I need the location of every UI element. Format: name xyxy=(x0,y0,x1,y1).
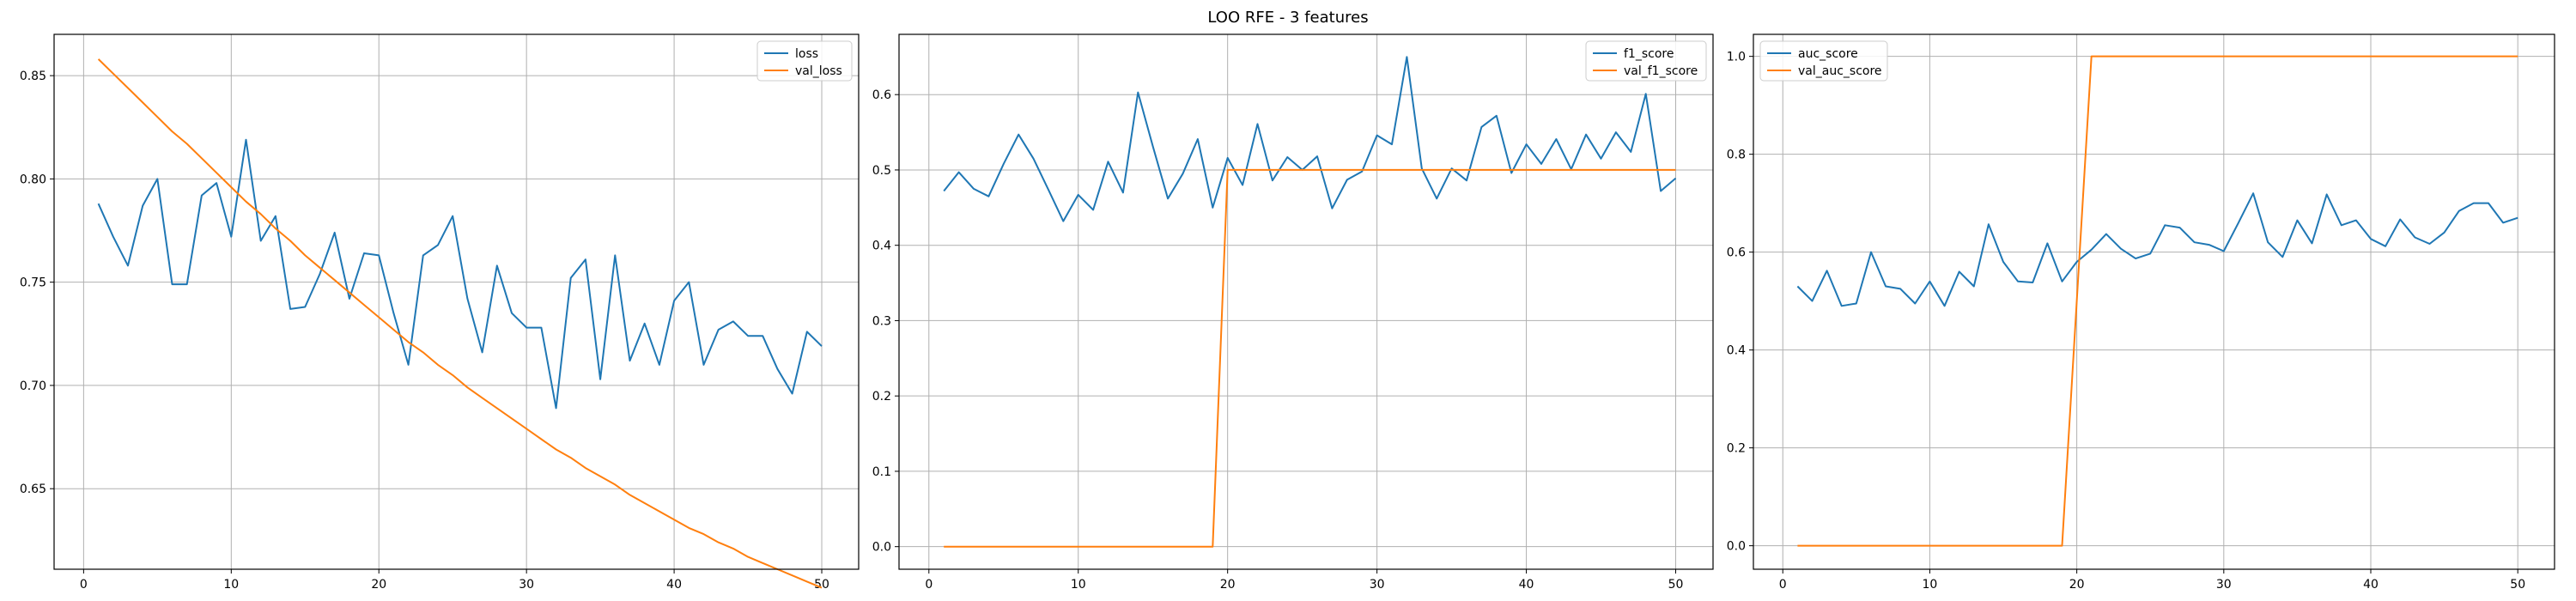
x-tick-label: 0 xyxy=(80,578,88,592)
legend-label: loss xyxy=(795,47,818,61)
y-tick-label: 0.4 xyxy=(872,240,891,253)
x-tick-label: 50 xyxy=(1668,578,1684,592)
x-tick-label: 30 xyxy=(1370,578,1385,592)
legend-box xyxy=(1759,40,1888,82)
y-tick-label: 0.5 xyxy=(872,164,891,178)
series-line-val-auc-score xyxy=(1797,55,2518,547)
x-tick-label: 10 xyxy=(1923,578,1938,592)
y-tick-label: 0.85 xyxy=(20,70,46,83)
x-tick-label: 0 xyxy=(1779,578,1787,592)
y-tick-label: 0.6 xyxy=(1727,246,1746,260)
series-line-f1-score xyxy=(943,56,1677,222)
series-line-val-loss xyxy=(97,58,823,589)
series-line-auc-score xyxy=(1796,192,2518,307)
x-tick-label: 40 xyxy=(2363,578,2379,592)
y-tick-label: 0.0 xyxy=(1727,540,1746,554)
legend-label: val_auc_score xyxy=(1798,64,1882,78)
y-tick-label: 0.0 xyxy=(872,541,891,555)
y-tick-label: 0.2 xyxy=(872,390,891,404)
y-tick-label: 0.65 xyxy=(20,483,46,496)
y-tick-label: 0.2 xyxy=(1727,442,1746,456)
x-tick-label: 40 xyxy=(666,578,682,592)
legend-label: f1_score xyxy=(1624,47,1674,61)
x-tick-label: 40 xyxy=(1519,578,1534,592)
x-tick-label: 20 xyxy=(1220,578,1236,592)
series-line-loss xyxy=(97,138,823,410)
x-tick-label: 30 xyxy=(519,578,534,592)
x-tick-label: 20 xyxy=(371,578,386,592)
y-tick-label: 0.8 xyxy=(1727,149,1746,162)
plot-frame xyxy=(1753,33,2555,570)
x-tick-label: 30 xyxy=(2216,578,2232,592)
x-tick-label: 0 xyxy=(925,578,933,592)
y-tick-label: 1.0 xyxy=(1727,51,1746,64)
y-tick-label: 0.6 xyxy=(872,88,891,102)
x-tick-label: 50 xyxy=(2510,578,2525,592)
legend-label: val_f1_score xyxy=(1624,64,1698,78)
y-tick-label: 0.80 xyxy=(20,173,46,186)
series-line-val-f1-score xyxy=(944,168,1676,548)
plot-frame xyxy=(53,33,860,570)
y-tick-label: 0.4 xyxy=(1727,344,1746,358)
x-tick-label: 10 xyxy=(1071,578,1086,592)
legend-label: auc_score xyxy=(1798,47,1858,61)
x-tick-label: 20 xyxy=(2069,578,2085,592)
legend-label: val_loss xyxy=(795,64,842,78)
y-tick-label: 0.75 xyxy=(20,276,46,290)
plot-frame xyxy=(898,33,1714,570)
x-tick-label: 10 xyxy=(223,578,239,592)
y-tick-label: 0.3 xyxy=(872,314,891,328)
figure-title: LOO RFE - 3 features xyxy=(1207,9,1369,27)
y-tick-label: 0.70 xyxy=(20,379,46,393)
y-tick-label: 0.1 xyxy=(872,465,891,479)
x-tick-label: 50 xyxy=(814,578,829,592)
